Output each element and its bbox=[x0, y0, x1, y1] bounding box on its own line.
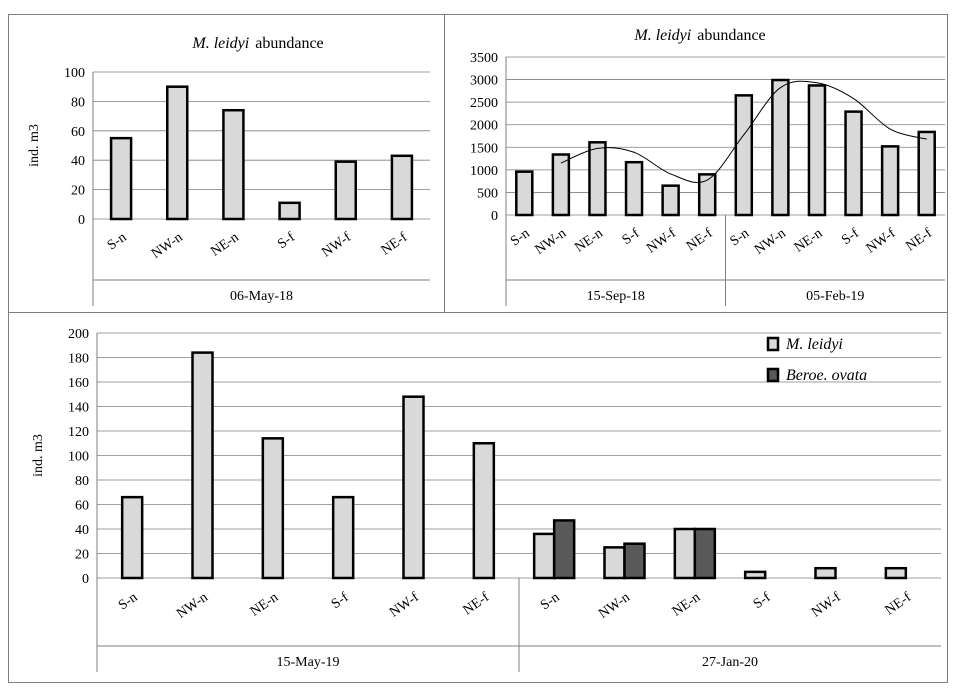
bar bbox=[109, 136, 133, 221]
chart-title-rest: abundance bbox=[255, 35, 323, 52]
bar bbox=[697, 173, 717, 217]
legend-label: Beroe. ovata bbox=[786, 367, 867, 384]
bar bbox=[261, 437, 285, 580]
bar bbox=[532, 532, 556, 580]
bar bbox=[588, 141, 607, 217]
y-tick-label: 2000 bbox=[470, 119, 498, 134]
bar bbox=[880, 145, 900, 217]
y-tick-label: 1500 bbox=[470, 141, 498, 156]
group-label: 27-Jan-20 bbox=[702, 655, 758, 670]
bar bbox=[334, 160, 357, 221]
y-tick-label: 160 bbox=[68, 376, 89, 391]
y-tick-label: 100 bbox=[64, 66, 85, 81]
legend-swatch bbox=[766, 367, 780, 383]
bar bbox=[552, 519, 576, 580]
bar bbox=[623, 542, 646, 580]
bar bbox=[191, 351, 214, 580]
bar bbox=[771, 78, 790, 217]
y-tick-label: 60 bbox=[71, 125, 85, 140]
chart-title: M. leidyi abundance bbox=[191, 35, 323, 52]
bar bbox=[331, 495, 355, 580]
chart-title-species: M. leidyi bbox=[633, 27, 691, 44]
group-label: 05-Feb-19 bbox=[806, 289, 864, 304]
y-axis-label: ind. m3 bbox=[27, 124, 42, 167]
panel-2-frame bbox=[444, 14, 948, 313]
y-tick-label: 2500 bbox=[470, 96, 498, 111]
legend-swatch bbox=[766, 336, 780, 352]
y-tick-label: 20 bbox=[71, 184, 85, 199]
bar bbox=[844, 110, 863, 217]
bar bbox=[390, 154, 414, 221]
bar bbox=[222, 108, 245, 221]
legend-label: M. leidyi bbox=[785, 336, 843, 353]
y-tick-label: 80 bbox=[71, 95, 85, 110]
y-tick-label: 80 bbox=[75, 474, 89, 489]
y-tick-label: 180 bbox=[68, 352, 89, 367]
bar bbox=[278, 201, 301, 221]
bar bbox=[402, 395, 425, 580]
y-axis-label: ind. m3 bbox=[31, 434, 46, 477]
trend-line bbox=[560, 80, 927, 183]
chart-title-species: M. leidyi bbox=[191, 35, 249, 52]
bar bbox=[673, 527, 697, 580]
chart-title: M. leidyi abundance bbox=[633, 27, 765, 44]
bar bbox=[166, 85, 189, 221]
bar bbox=[120, 495, 144, 580]
y-tick-label: 1000 bbox=[470, 164, 498, 179]
y-tick-label: 40 bbox=[71, 154, 85, 169]
y-tick-label: 100 bbox=[68, 450, 89, 465]
y-tick-label: 40 bbox=[75, 523, 89, 538]
y-tick-label: 0 bbox=[491, 209, 498, 224]
bar bbox=[807, 84, 827, 217]
bar bbox=[693, 527, 717, 580]
bar bbox=[884, 566, 908, 580]
y-tick-label: 140 bbox=[68, 401, 89, 416]
bar bbox=[551, 153, 571, 217]
bar bbox=[472, 442, 496, 580]
y-tick-label: 3500 bbox=[470, 51, 498, 66]
chart-title-rest: abundance bbox=[697, 27, 765, 44]
bar bbox=[603, 546, 626, 580]
y-tick-label: 60 bbox=[75, 499, 89, 514]
group-label: 15-Sep-18 bbox=[587, 289, 645, 304]
bar bbox=[515, 170, 534, 217]
y-tick-label: 0 bbox=[78, 213, 85, 228]
bar bbox=[743, 570, 767, 580]
y-tick-label: 20 bbox=[75, 548, 89, 563]
bar bbox=[734, 94, 754, 217]
bar bbox=[661, 184, 680, 217]
y-tick-label: 120 bbox=[68, 425, 89, 440]
y-tick-label: 200 bbox=[68, 327, 89, 342]
group-label: 06-May-18 bbox=[230, 289, 293, 304]
bar bbox=[624, 160, 644, 217]
y-tick-label: 500 bbox=[477, 186, 498, 201]
y-tick-label: 3000 bbox=[470, 74, 498, 89]
bar bbox=[917, 130, 936, 217]
bar bbox=[814, 566, 837, 580]
group-label: 15-May-19 bbox=[277, 655, 340, 670]
y-tick-label: 0 bbox=[82, 572, 89, 587]
